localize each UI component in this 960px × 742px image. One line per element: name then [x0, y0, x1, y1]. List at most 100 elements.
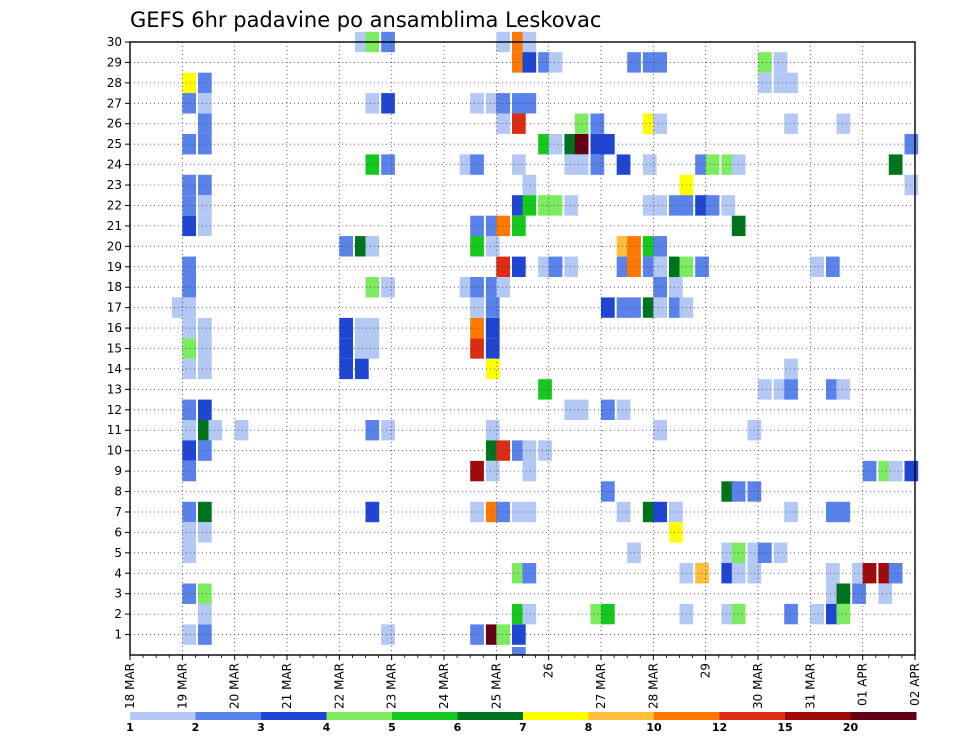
- heatmap-cell: [182, 624, 196, 645]
- heatmap-cell: [198, 72, 212, 94]
- heatmap-cell: [653, 236, 667, 257]
- heatmap-cell: [496, 440, 510, 461]
- heatmap-cell: [470, 501, 484, 523]
- heatmap-cell: [669, 297, 683, 318]
- heatmap-cell: [826, 583, 840, 604]
- heatmap-cell: [365, 236, 380, 257]
- heatmap-cell: [496, 277, 510, 298]
- y-tick-label: 10: [107, 444, 122, 458]
- heatmap-cell: [590, 603, 605, 625]
- heatmap-cell: [784, 379, 798, 400]
- heatmap-cell: [496, 93, 510, 114]
- heatmap-cell: [784, 72, 798, 94]
- y-axis-ticks: 1234567891011121314151617181920212223242…: [107, 35, 130, 642]
- heatmap-cell: [826, 603, 840, 625]
- y-tick-label: 29: [107, 55, 122, 69]
- heatmap-cell: [381, 277, 395, 298]
- heatmap-cell: [522, 440, 537, 461]
- heatmap-cell: [669, 522, 683, 543]
- heatmap-cell: [810, 256, 824, 277]
- heatmap-cell: [574, 113, 589, 134]
- heatmap-cell: [198, 174, 212, 196]
- heatmap-cell: [721, 195, 736, 216]
- heatmap-cell: [496, 215, 510, 237]
- heatmap-cell: [365, 277, 380, 298]
- legend-swatch: [785, 712, 851, 720]
- y-tick-label: 12: [107, 403, 122, 417]
- x-tick-label: 18 MAR: [123, 663, 137, 709]
- heatmap-cell: [381, 93, 395, 114]
- y-tick-label: 3: [114, 587, 122, 601]
- heatmap-cell: [538, 52, 552, 73]
- heatmap-cell: [758, 72, 772, 94]
- heatmap-cell: [355, 358, 369, 380]
- legend-label: 4: [323, 721, 331, 734]
- heatmap-cell: [538, 379, 552, 400]
- heatmap-cell: [548, 195, 563, 216]
- y-tick-label: 13: [107, 382, 122, 396]
- grid-lines: [130, 41, 915, 655]
- heatmap-cell: [198, 338, 212, 359]
- y-tick-label: 1: [114, 628, 122, 642]
- heatmap-cell: [381, 624, 395, 645]
- legend-swatch: [195, 712, 262, 720]
- y-tick-label: 19: [107, 260, 122, 274]
- x-tick-label: 31 MAR: [803, 663, 817, 709]
- heatmap-cell: [470, 624, 484, 645]
- heatmap-cell: [721, 563, 736, 584]
- heatmap-cell: [182, 134, 196, 155]
- heatmap-cell: [522, 563, 537, 584]
- heatmap-cell: [616, 501, 631, 523]
- legend-label: 8: [585, 721, 593, 734]
- heatmap-cell: [365, 317, 380, 339]
- y-tick-label: 21: [107, 219, 122, 233]
- heatmap-cell: [826, 501, 840, 523]
- heatmap-cell: [564, 154, 579, 175]
- heatmap-cell: [182, 522, 196, 543]
- y-tick-label: 14: [107, 362, 122, 376]
- heatmap-cell: [485, 624, 500, 645]
- x-tick-label: 29: [699, 663, 713, 678]
- heatmap-cell: [669, 256, 683, 277]
- x-tick-label: 20 MAR: [228, 663, 242, 709]
- heatmap-cell: [642, 52, 657, 73]
- x-tick-label: 01 APR: [856, 663, 870, 706]
- heatmap-cell: [642, 154, 657, 175]
- heatmap-cell: [564, 134, 579, 155]
- heatmap-cell: [836, 379, 851, 400]
- heatmap-cell: [522, 603, 537, 625]
- heatmap-cell: [642, 256, 657, 277]
- legend-label: 7: [519, 721, 527, 734]
- y-tick-label: 17: [107, 301, 122, 315]
- heatmap-cell: [485, 317, 500, 339]
- heatmap-cell: [669, 277, 683, 298]
- legend-swatch: [392, 712, 458, 720]
- heatmap-cell: [836, 113, 851, 134]
- heatmap-cell: [198, 358, 212, 380]
- heatmap-cell: [548, 52, 563, 73]
- heatmap-cell: [182, 338, 196, 359]
- heatmap-cell: [773, 52, 788, 73]
- heatmap-cell: [616, 297, 631, 318]
- heatmap-cell: [538, 440, 552, 461]
- heatmap-cell: [826, 256, 840, 277]
- x-tick-label: 21 MAR: [280, 663, 294, 709]
- heatmap-cell: [653, 195, 667, 216]
- heatmap-cell: [721, 542, 736, 563]
- heatmap-cell: [198, 134, 212, 155]
- y-tick-label: 8: [114, 485, 122, 499]
- heatmap-cell: [826, 563, 840, 584]
- heatmap-cell: [564, 195, 579, 216]
- heatmap-cell: [198, 215, 212, 237]
- heatmap-cell: [564, 256, 579, 277]
- x-tick-label: 24 MAR: [437, 663, 451, 709]
- legend-swatch: [130, 712, 196, 720]
- heatmap-cell: [653, 52, 667, 73]
- heatmap-cell: [888, 563, 903, 584]
- heatmap-cell: [878, 583, 893, 604]
- heatmap-cell: [365, 154, 380, 175]
- heatmap-cell: [538, 134, 552, 155]
- y-tick-label: 5: [114, 546, 122, 560]
- heatmap-cell: [470, 236, 484, 257]
- heatmap-cell: [198, 93, 212, 114]
